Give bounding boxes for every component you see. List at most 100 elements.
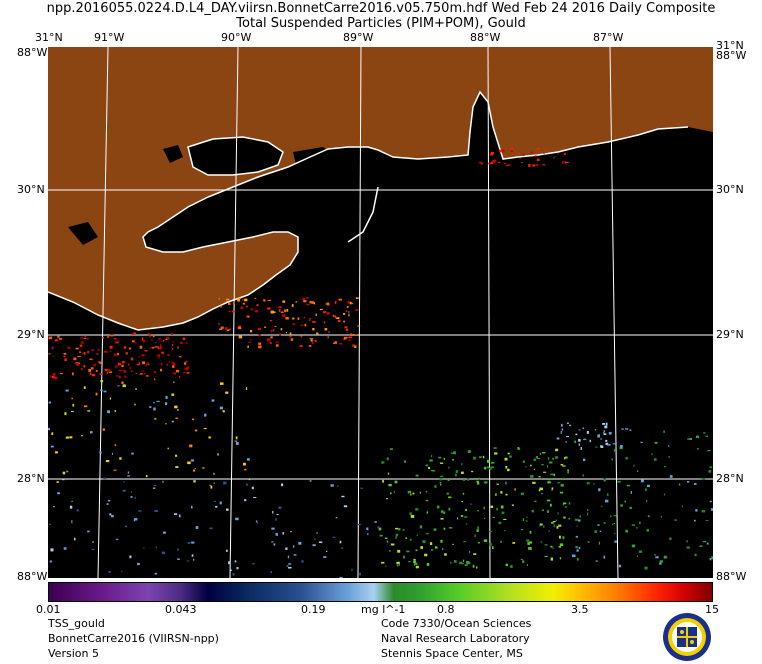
tss-pixel — [564, 457, 566, 460]
tss-pixel — [309, 345, 312, 347]
lat-label-28n-right: 28°N — [716, 472, 744, 485]
tss-pixel — [567, 471, 569, 474]
tss-pixel — [53, 506, 55, 508]
tss-pixel — [343, 313, 346, 315]
tss-pixel — [550, 557, 553, 561]
tss-pixel — [318, 541, 323, 543]
tss-pixel — [561, 428, 564, 431]
tss-pixel — [124, 346, 127, 349]
tss-pixel — [419, 491, 422, 494]
tss-pixel — [478, 456, 482, 459]
meridian-89w — [357, 47, 362, 578]
tss-pixel — [98, 361, 101, 364]
tss-pixel — [73, 357, 77, 361]
tss-pixel — [433, 528, 437, 531]
tss-pixel — [509, 455, 512, 458]
tss-pixel — [319, 308, 323, 310]
tss-pixel — [473, 456, 476, 460]
tss-pixel — [560, 491, 564, 494]
lon-label-88w: 88°W — [470, 31, 501, 44]
tss-pixel — [464, 516, 468, 518]
tss-pixel — [614, 532, 616, 534]
colorbar-tick-2: 0.19 — [301, 603, 326, 616]
tss-pixel — [525, 466, 527, 468]
tss-pixel — [52, 356, 54, 358]
tss-pixel — [284, 309, 286, 313]
tss-pixel — [172, 341, 174, 343]
tss-pixel — [522, 153, 525, 156]
tss-pixel — [561, 424, 563, 427]
tss-pixel — [256, 521, 258, 524]
tss-pixel — [314, 340, 317, 343]
tss-pixel — [122, 384, 126, 388]
tss-pixel — [587, 509, 589, 511]
tss-pixel — [171, 420, 174, 423]
tss-pixel — [387, 472, 390, 475]
tss-pixel — [57, 492, 60, 495]
tss-pixel — [565, 441, 567, 443]
tss-pixel — [640, 479, 644, 483]
tss-pixel — [560, 484, 564, 487]
tss-pixel — [87, 530, 90, 533]
tss-pixel — [702, 540, 707, 543]
tss-pixel — [448, 527, 453, 529]
tss-pixel — [492, 516, 495, 518]
tss-pixel — [348, 313, 350, 317]
tss-pixel — [264, 326, 267, 328]
tss-pixel — [461, 471, 464, 474]
tss-pixel — [142, 339, 146, 343]
tss-pixel — [705, 520, 709, 522]
tss-pixel — [253, 497, 257, 498]
tss-pixel — [118, 364, 119, 366]
tss-pixel — [168, 361, 171, 363]
tss-pixel — [113, 353, 117, 357]
tss-pixel — [477, 481, 480, 485]
tss-pixel — [89, 372, 92, 376]
tss-pixel — [312, 321, 316, 323]
tss-pixel — [560, 464, 564, 466]
tss-pixel — [349, 301, 352, 305]
tss-pixel — [408, 561, 411, 563]
tss-pixel — [543, 471, 547, 473]
tss-pixel — [336, 317, 340, 319]
tss-pixel — [236, 567, 239, 570]
tss-pixel — [488, 162, 490, 165]
tss-pixel — [490, 505, 494, 508]
tss-pixel — [614, 540, 617, 543]
tss-pixel — [529, 541, 532, 544]
tss-pixel — [347, 311, 350, 313]
tss-pixel — [359, 572, 361, 576]
tss-pixel — [234, 560, 237, 563]
tss-pixel — [289, 336, 292, 338]
tss-pixel — [403, 460, 406, 463]
tss-pixels — [48, 147, 713, 578]
tss-pixel — [425, 500, 429, 502]
tss-pixel — [282, 532, 284, 535]
tss-pixel — [578, 439, 581, 442]
tss-pixel — [177, 409, 179, 411]
tss-pixel — [438, 456, 442, 459]
lon-label-87w: 87°W — [593, 31, 624, 44]
tss-pixel — [96, 369, 98, 372]
tss-pixel — [179, 375, 181, 378]
tss-pixel — [409, 538, 412, 541]
tss-pixel — [306, 304, 310, 306]
tss-pixel — [496, 483, 499, 485]
tss-pixel — [271, 527, 275, 530]
tss-pixel — [75, 347, 79, 350]
tss-pixel — [494, 452, 498, 455]
tss-pixel — [334, 301, 337, 304]
tss-pixel — [302, 297, 305, 301]
tss-pixel — [668, 456, 670, 458]
tss-pixel — [564, 506, 567, 508]
tss-pixel — [598, 488, 601, 492]
tss-pixel — [520, 558, 523, 560]
tss-pixel — [67, 346, 71, 349]
tss-pixel — [603, 522, 606, 524]
tss-pixel — [109, 371, 112, 373]
tss-pixel — [327, 336, 329, 339]
tss-pixel — [620, 504, 623, 507]
tss-pixel — [346, 337, 349, 339]
tss-pixel — [263, 299, 266, 302]
tss-pixel — [154, 418, 157, 420]
